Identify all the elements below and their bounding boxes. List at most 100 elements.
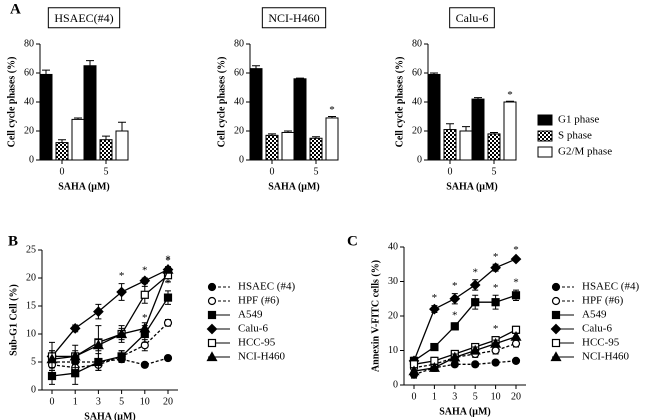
- error-bar: [74, 117, 82, 120]
- legend-label: Calu-6: [238, 323, 268, 335]
- point: [510, 330, 522, 341]
- legend-label: HSAEC (#4): [582, 281, 639, 293]
- line: [413, 258, 517, 362]
- point: [511, 339, 521, 348]
- significance: *: [513, 277, 519, 289]
- legend-marker: [207, 338, 217, 348]
- error-bar: [296, 77, 304, 79]
- x-tick-label: 5: [104, 166, 109, 177]
- y-tick-label: 40: [24, 96, 34, 107]
- y-tick-label: 80: [24, 38, 34, 49]
- significance: *: [452, 309, 458, 321]
- significance: *: [493, 323, 499, 335]
- error-bar: [430, 72, 438, 75]
- y-tick-label: 60: [234, 67, 244, 78]
- bar: [39, 73, 53, 161]
- error-bar: [506, 100, 514, 102]
- x-tick-label: 5: [119, 396, 124, 407]
- error-bar: [118, 121, 126, 131]
- point: [511, 356, 521, 365]
- bar: [83, 65, 97, 161]
- y-tick-label: 0: [417, 154, 422, 165]
- bar: [325, 117, 339, 161]
- x-tick-label: 1: [432, 391, 437, 402]
- point: [69, 350, 81, 361]
- point: [471, 298, 480, 307]
- line: [51, 322, 169, 369]
- legend-marker: [206, 323, 218, 335]
- error-bar: [474, 97, 482, 100]
- line: [51, 297, 169, 377]
- legend-label: HPF (#6): [238, 295, 280, 307]
- significance: *: [432, 292, 438, 304]
- y-tick-label: 15: [26, 300, 36, 311]
- bar: [249, 68, 263, 161]
- point: [449, 351, 461, 362]
- y-tick-label: 10: [26, 328, 36, 339]
- y-tick-label: 60: [24, 67, 34, 78]
- legend-label: Calu-6: [582, 323, 612, 335]
- bar: [55, 142, 69, 161]
- bar: [265, 134, 279, 161]
- point: [408, 365, 420, 376]
- point: [140, 290, 149, 299]
- y-tick-label: 30: [388, 276, 398, 287]
- y-axis-title: Cell cycle phases (%): [6, 57, 17, 148]
- legend-label: G1 phase: [558, 114, 599, 126]
- point: [139, 322, 151, 333]
- line: [413, 336, 517, 372]
- x-tick-label: 5: [473, 391, 478, 402]
- point: [71, 369, 80, 378]
- error-bar: [95, 325, 102, 360]
- legend-label: G2/M phase: [558, 146, 612, 158]
- y-tick-label: 25: [26, 244, 36, 255]
- panel-label: C: [347, 233, 358, 249]
- legend-swatch: [537, 130, 553, 142]
- point: [430, 342, 439, 352]
- bar: [293, 78, 307, 161]
- bar: [503, 101, 517, 161]
- legend-marker: [207, 296, 217, 306]
- error-bar: [284, 130, 292, 133]
- point: [469, 279, 481, 291]
- legend-marker: [206, 351, 218, 362]
- significance: *: [142, 312, 148, 324]
- legend-marker: [551, 338, 561, 348]
- legend-marker: [550, 351, 562, 362]
- point: [139, 275, 151, 287]
- legend-swatch: [537, 114, 553, 126]
- chart-title: Calu-6: [456, 11, 489, 25]
- line: [413, 360, 517, 376]
- title-box: [47, 7, 121, 29]
- legend-marker: [551, 296, 561, 306]
- y-tick-label: 60: [412, 67, 422, 78]
- legend-label: HSAEC (#4): [238, 281, 295, 293]
- legend-label: A549: [582, 309, 607, 321]
- point: [163, 318, 173, 327]
- error-bar: [102, 135, 110, 140]
- point: [491, 298, 500, 307]
- legend-label: HCC-95: [238, 337, 276, 349]
- significance: *: [472, 266, 478, 278]
- y-axis-title: Cell cycle phases (%): [216, 57, 227, 148]
- legend-label: HPF (#6): [582, 295, 624, 307]
- point: [163, 293, 173, 302]
- significance: *: [119, 270, 125, 282]
- y-tick-label: 80: [412, 38, 422, 49]
- significance: *: [165, 255, 171, 267]
- point: [511, 291, 521, 300]
- significance: *: [493, 251, 499, 263]
- x-tick-label: 1: [73, 396, 78, 407]
- point: [140, 360, 149, 369]
- point: [449, 293, 461, 305]
- error-bar: [252, 65, 260, 69]
- point: [116, 286, 127, 298]
- point: [47, 371, 57, 381]
- significance: *: [142, 265, 148, 277]
- legend-label: A549: [238, 309, 263, 321]
- significance: *: [165, 253, 171, 265]
- x-tick-label: 5: [314, 166, 319, 177]
- point: [163, 353, 173, 363]
- legend-label: HCC-95: [582, 337, 620, 349]
- error-bar: [312, 136, 320, 139]
